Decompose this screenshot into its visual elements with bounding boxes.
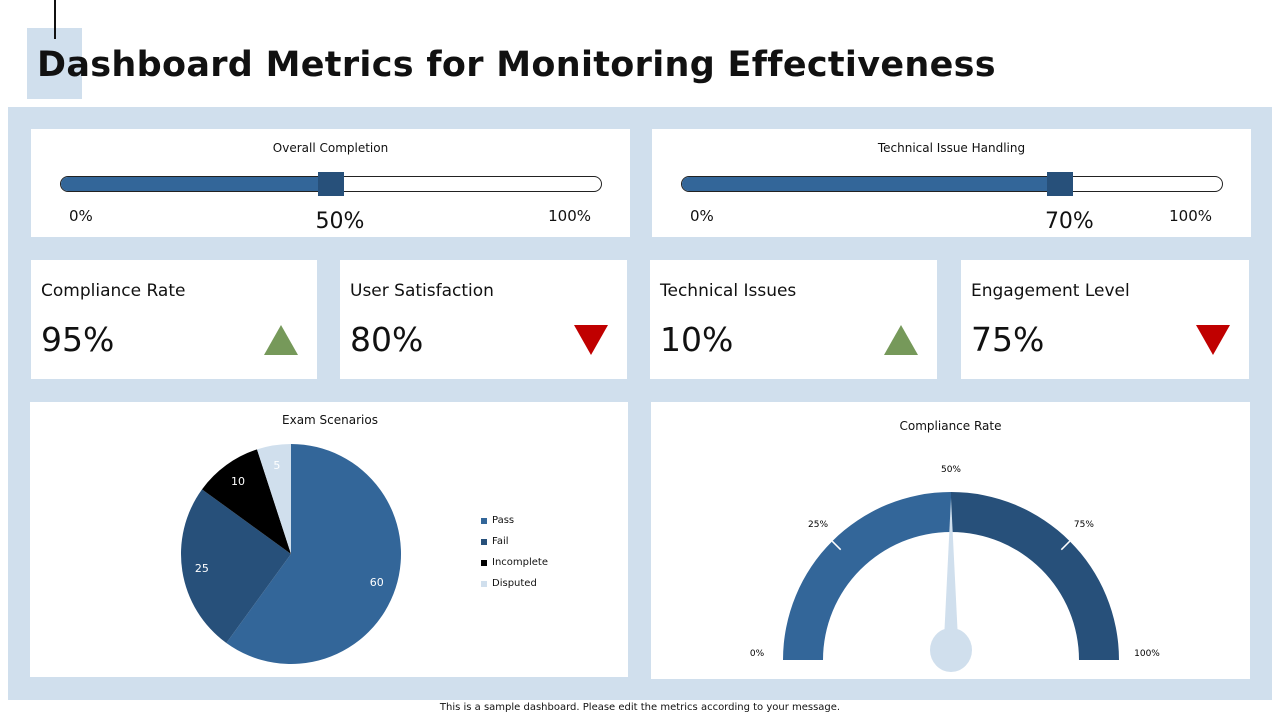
slider-title: Overall Completion xyxy=(272,141,389,155)
legend-label: Disputed xyxy=(492,578,537,589)
slider-fill xyxy=(61,177,332,191)
pie-data-label: 60 xyxy=(370,576,384,589)
pie-slice-incomplete xyxy=(202,449,291,554)
trend-down-icon xyxy=(574,325,608,355)
compliance-rate-gauge-card: Compliance Rate 0% 25% 50% 75% 100% xyxy=(651,402,1250,679)
title-accent-line xyxy=(54,0,56,39)
pie-slice-pass xyxy=(226,444,401,664)
slider-max-label: 100% xyxy=(548,207,591,225)
gauge-needle xyxy=(943,498,959,660)
slider-max-label: 100% xyxy=(1169,207,1212,225)
legend-swatch xyxy=(481,559,487,566)
gauge-chart: 0% 25% 50% 75% 100% xyxy=(750,465,1160,672)
kpi-value: 80% xyxy=(350,320,424,359)
legend-swatch xyxy=(481,517,487,524)
exam-scenarios-chart: Exam Scenarios 60 25 10 5 Pass Fail Incomplet… xyxy=(30,402,628,677)
kpi-card-technical-issues: Technical Issues 10% xyxy=(650,260,937,379)
pie-slice-fail xyxy=(181,489,291,643)
kpi-name: Compliance Rate xyxy=(41,281,186,301)
gauge-needle-hub xyxy=(930,628,972,672)
kpi-value: 95% xyxy=(41,320,115,359)
kpi-value: 10% xyxy=(660,320,734,359)
trend-down-icon xyxy=(1196,325,1230,355)
chart-title: Exam Scenarios xyxy=(282,413,378,427)
slider-title: Technical Issue Handling xyxy=(877,141,1026,155)
kpi-name: User Satisfaction xyxy=(350,281,494,301)
chart-title: Compliance Rate xyxy=(899,419,1002,433)
pie-data-label: 5 xyxy=(273,459,280,472)
gauge-tick-label: 50% xyxy=(941,465,961,475)
gauge-tick xyxy=(831,540,842,551)
title-accent xyxy=(27,28,82,99)
slider-min-label: 0% xyxy=(69,207,93,225)
kpi-card-user-satisfaction: User Satisfaction 80% xyxy=(340,260,627,379)
slider-thumb[interactable] xyxy=(318,172,344,196)
kpi-card-engagement-level: Engagement Level 75% xyxy=(961,260,1249,379)
pie-data-label: 10 xyxy=(231,475,245,488)
overall-completion-card: Overall Completion 0% 50% 100% xyxy=(31,129,630,237)
gauge-segment-high xyxy=(951,492,1119,660)
kpi-card-compliance-rate: Compliance Rate 95% xyxy=(31,260,317,379)
slider-thumb[interactable] xyxy=(1047,172,1074,196)
pie-chart: 60 25 10 5 xyxy=(181,444,401,664)
slider-value: 70% xyxy=(1044,209,1094,234)
slider-track[interactable] xyxy=(681,176,1223,192)
page-title: Dashboard Metrics for Monitoring Effecti… xyxy=(37,45,996,85)
legend-swatch xyxy=(481,580,487,587)
legend-label: Incomplete xyxy=(492,557,548,568)
gauge-tick-label: 25% xyxy=(808,520,828,530)
gauge-tick-label: 100% xyxy=(1134,649,1160,659)
pie-slice-disputed xyxy=(257,444,291,554)
slider-fill xyxy=(682,177,1062,191)
legend-swatch xyxy=(481,538,487,545)
gauge-tick xyxy=(1060,540,1071,551)
slider-min-label: 0% xyxy=(690,207,714,225)
gauge-segment-low xyxy=(783,492,951,660)
kpi-value: 75% xyxy=(971,320,1045,359)
pie-data-label: 25 xyxy=(195,562,209,575)
footer-note: This is a sample dashboard. Please edit … xyxy=(439,702,841,713)
slider-value: 50% xyxy=(315,209,365,234)
legend-item: Incomplete xyxy=(481,557,548,568)
gauge-tick-label: 75% xyxy=(1074,520,1094,530)
legend-item: Disputed xyxy=(481,578,537,589)
legend-item: Fail xyxy=(481,536,509,547)
kpi-name: Engagement Level xyxy=(971,281,1130,301)
legend-label: Fail xyxy=(492,536,509,547)
gauge-tick-label: 0% xyxy=(750,649,765,659)
technical-issue-handling-card: Technical Issue Handling 0% 70% 100% xyxy=(652,129,1251,237)
legend-item: Pass xyxy=(481,515,514,526)
kpi-name: Technical Issues xyxy=(660,281,797,301)
legend-label: Pass xyxy=(492,515,515,526)
trend-up-icon xyxy=(264,325,298,355)
trend-up-icon xyxy=(884,325,918,355)
